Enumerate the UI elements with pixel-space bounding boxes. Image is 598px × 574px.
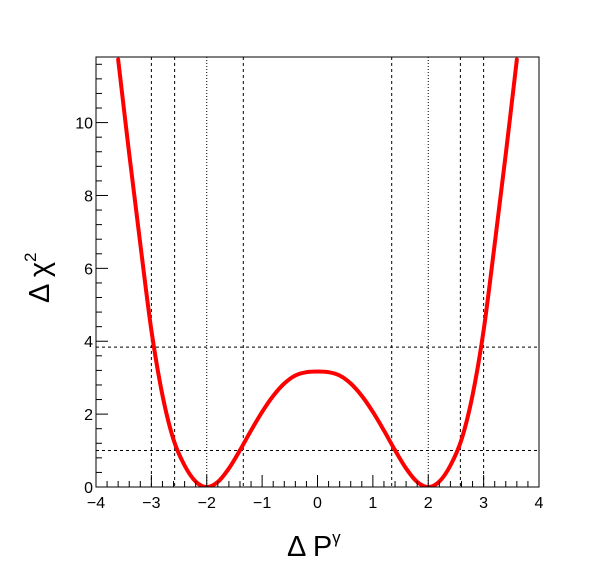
y-axis-title-base: Δ χ [24, 262, 56, 303]
x-tick-label: 0 [313, 495, 322, 512]
curve-layer [116, 57, 519, 487]
x-tick-label: 2 [424, 495, 433, 512]
x-axis-title-base: Δ P [287, 531, 332, 563]
x-tick-label: 3 [479, 495, 488, 512]
x-tick-label: 1 [368, 495, 377, 512]
x-tick-label: 4 [535, 495, 544, 512]
x-axis-title: Δ Pγ [287, 528, 341, 563]
y-axis-title-sup: 2 [21, 252, 40, 261]
y-tick-label: 4 [84, 334, 93, 351]
y-axis-title: Δ χ2 [21, 252, 56, 303]
x-tick-label: −2 [198, 495, 216, 512]
y-tick-label: 10 [75, 116, 93, 133]
x-tick-label: −3 [142, 495, 160, 512]
y-tick-label: 8 [84, 188, 93, 205]
x-axis: −4 −3 −2 −1 0 1 2 3 4 [87, 475, 544, 512]
delta-chi2-curve [116, 57, 519, 487]
y-tick-label: 6 [84, 261, 93, 278]
x-tick-label: −1 [253, 495, 271, 512]
x-axis-title-sup: γ [332, 528, 341, 547]
x-tick-label: −4 [87, 495, 105, 512]
y-tick-label: 0 [84, 480, 93, 497]
y-axis: 0 2 4 6 8 10 [75, 63, 108, 497]
y-tick-label: 2 [84, 407, 93, 424]
reference-lines [96, 57, 539, 487]
